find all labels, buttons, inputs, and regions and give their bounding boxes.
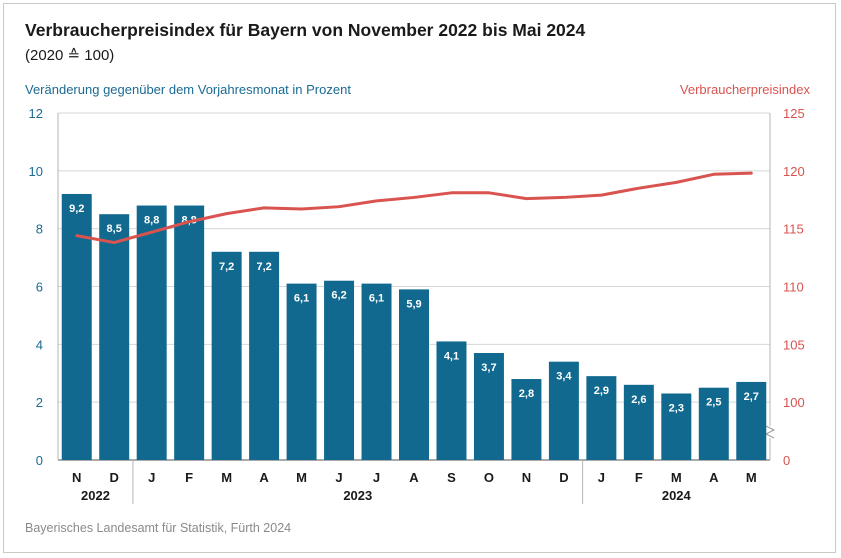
bar-value-label: 2,3 — [669, 402, 684, 414]
category-label: O — [484, 470, 494, 485]
bar — [211, 251, 242, 460]
bar — [324, 280, 355, 460]
bar-value-label: 6,1 — [294, 293, 309, 305]
bar — [623, 384, 654, 460]
source-note: Bayerisches Landesamt für Statistik, Für… — [25, 521, 292, 535]
bar-value-label: 2,5 — [706, 397, 721, 409]
bar-value-label: 6,2 — [331, 290, 346, 302]
category-label: F — [185, 470, 193, 485]
bar-value-label: 7,2 — [219, 261, 234, 273]
bar-value-label: 9,2 — [69, 203, 84, 215]
bar-value-label: 8,5 — [107, 223, 122, 235]
right-tick-label: 115 — [783, 222, 804, 237]
left-tick-label: 12 — [29, 106, 43, 121]
chart-title: Verbraucherpreisindex für Bayern von Nov… — [25, 20, 586, 40]
bar — [661, 393, 692, 460]
category-label: J — [598, 470, 605, 485]
bar-value-label: 2,8 — [519, 388, 534, 400]
category-label: M — [221, 470, 232, 485]
left-tick-label: 8 — [36, 222, 43, 237]
right-tick-label: 110 — [783, 280, 804, 295]
bar-value-label: 5,9 — [406, 298, 421, 310]
category-label: F — [635, 470, 643, 485]
right-tick-label: 105 — [783, 337, 805, 352]
right-tick-label: 0 — [783, 453, 790, 468]
left-tick-label: 6 — [36, 280, 43, 295]
category-label: M — [671, 470, 682, 485]
bar — [548, 361, 579, 460]
chart-subtitle: (2020 ≙ 100) — [25, 47, 115, 64]
year-label: 2022 — [81, 488, 110, 503]
right-tick-label: 120 — [783, 164, 805, 179]
bar-value-label: 3,4 — [556, 371, 572, 383]
bar-value-label: 4,1 — [444, 350, 459, 362]
bar — [473, 353, 504, 460]
bar — [586, 376, 617, 460]
bar-value-label: 2,6 — [631, 394, 646, 406]
category-label: M — [296, 470, 307, 485]
bar — [99, 214, 130, 460]
category-label: A — [709, 470, 719, 485]
category-label: N — [72, 470, 81, 485]
category-label: J — [335, 470, 342, 485]
left-tick-label: 10 — [29, 164, 43, 179]
bar — [511, 379, 542, 460]
index-line — [75, 171, 753, 245]
category-label: A — [259, 470, 269, 485]
bar — [174, 205, 205, 460]
bar-value-label: 2,7 — [744, 391, 759, 403]
bar — [436, 341, 467, 460]
left-axis-label: Veränderung gegenüber dem Vorjahresmonat… — [25, 82, 351, 97]
bar — [399, 289, 429, 460]
right-tick-label: 100 — [783, 395, 805, 410]
bar-value-label: 7,2 — [256, 261, 271, 273]
right-tick-label: 125 — [783, 106, 805, 121]
bar — [136, 205, 167, 460]
category-label: A — [409, 470, 419, 485]
left-tick-label: 4 — [36, 337, 43, 352]
bar — [361, 283, 392, 460]
year-label: 2023 — [343, 488, 372, 503]
bar-value-label: 2,9 — [594, 385, 609, 397]
category-label: D — [110, 470, 119, 485]
bar-value-label: 3,7 — [481, 362, 496, 374]
right-axis-label: Verbraucherpreisindex — [679, 82, 810, 97]
bar — [249, 251, 280, 460]
bar — [698, 387, 729, 460]
category-label: N — [522, 470, 531, 485]
category-label: M — [746, 470, 757, 485]
bar — [286, 283, 317, 460]
category-label: J — [373, 470, 380, 485]
bar-value-label: 6,1 — [369, 293, 384, 305]
bar — [61, 193, 92, 460]
year-label: 2024 — [662, 488, 692, 503]
category-label: D — [559, 470, 568, 485]
left-tick-label: 0 — [36, 453, 43, 468]
left-tick-label: 2 — [36, 395, 43, 410]
category-label: J — [148, 470, 155, 485]
axis-break-icon — [764, 425, 776, 439]
bar-value-label: 8,8 — [144, 215, 159, 227]
bar — [736, 381, 767, 460]
category-label: S — [447, 470, 456, 485]
chart-frame — [3, 3, 836, 553]
